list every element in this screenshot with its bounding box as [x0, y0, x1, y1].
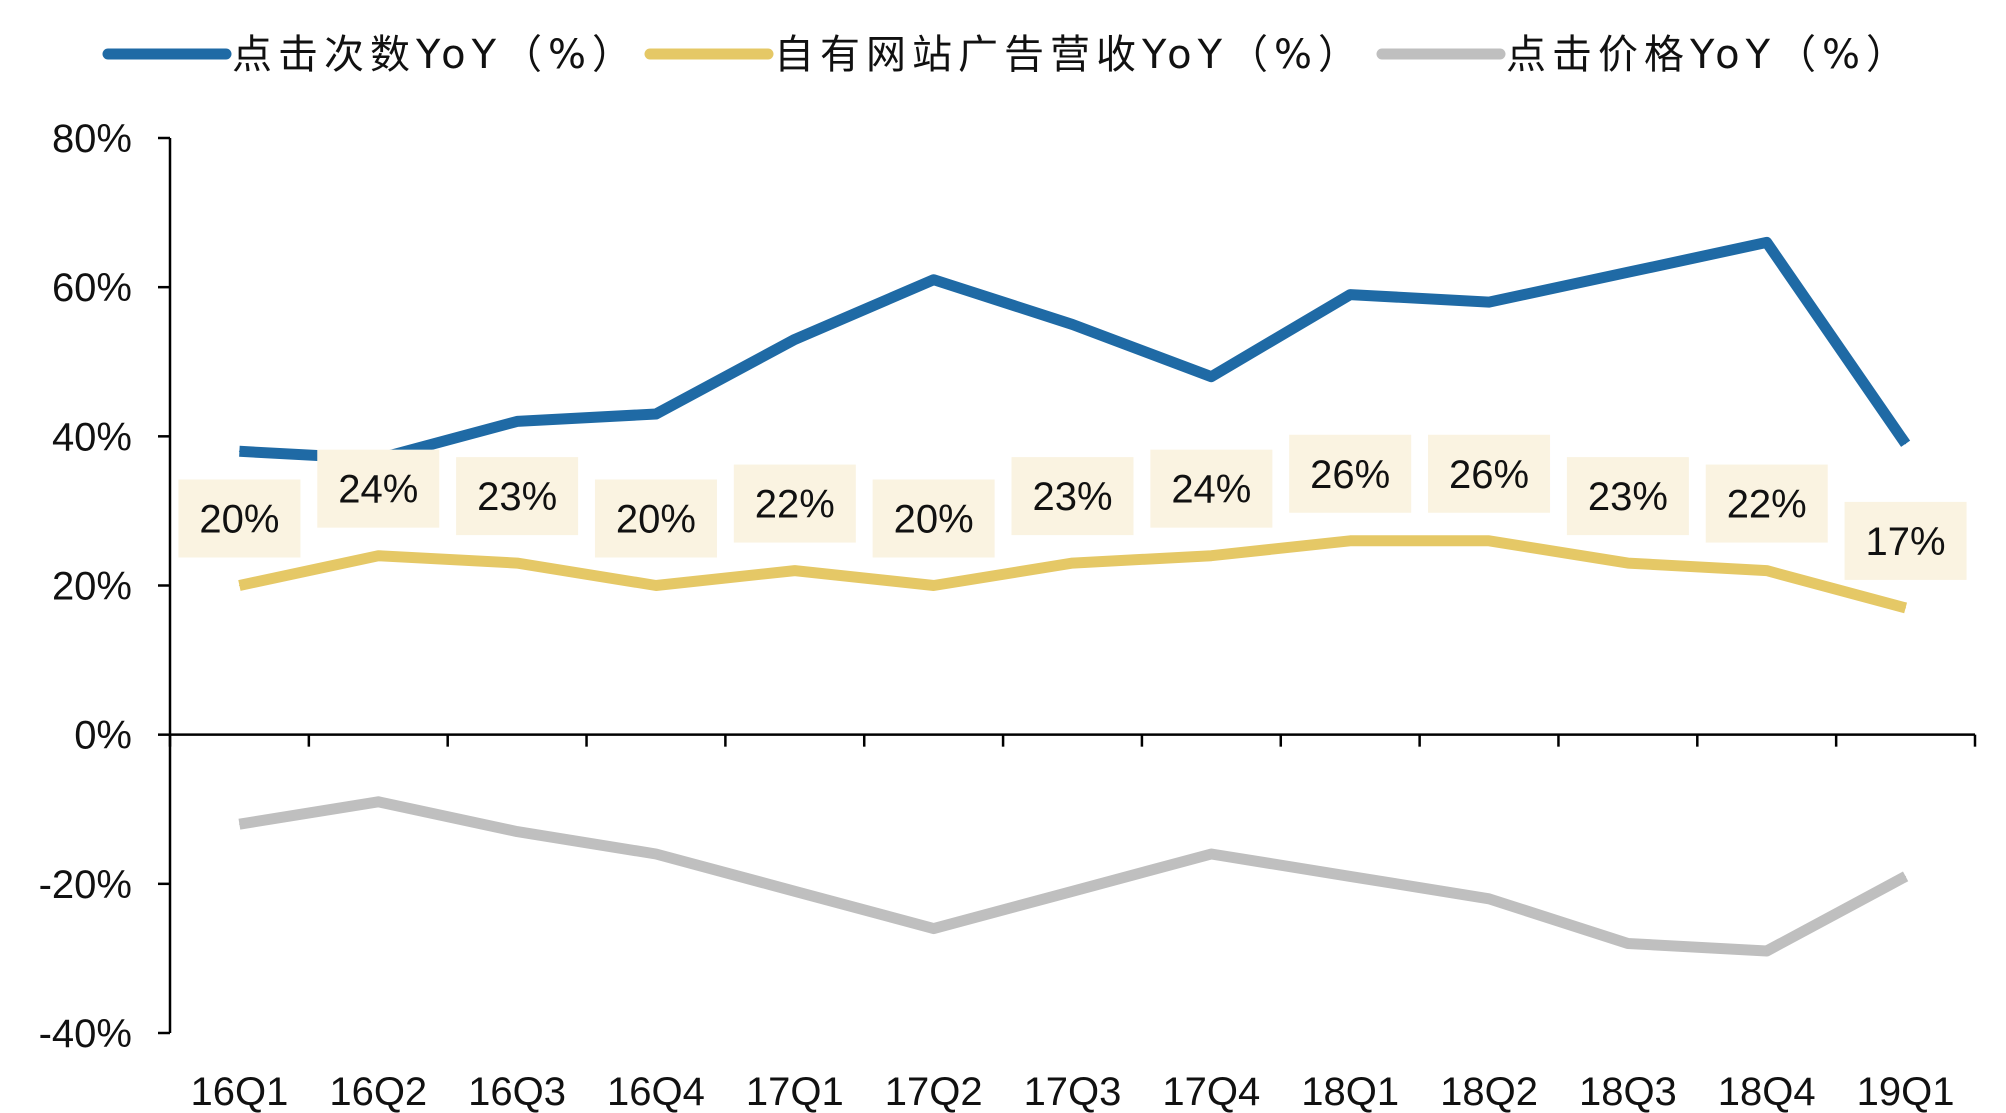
data-label: 23%	[1588, 475, 1668, 519]
data-label: 26%	[1449, 453, 1529, 497]
data-point-series-2	[933, 585, 935, 586]
data-label-box	[1289, 434, 1412, 513]
data-labels-layer: 20% 24% 23% 20% 22% 20% 23% 24% 26% 26% 23% 22% 17%	[178, 434, 1967, 580]
data-point-series-3	[655, 853, 657, 855]
data-point-series-3	[238, 823, 240, 825]
data-label-box	[733, 464, 856, 543]
data-point-series-2	[377, 555, 379, 557]
data-label: 17%	[1866, 520, 1946, 564]
data-label-box	[594, 479, 717, 558]
data-point-series-2	[1766, 570, 1768, 572]
x-tick-label: 16Q3	[468, 1070, 566, 1113]
data-point-series-3	[1072, 890, 1073, 892]
data-point-series-1	[238, 450, 240, 452]
series-line-1	[239, 236, 1911, 465]
legend-label-1: 点击次数YoY（%）	[232, 32, 638, 78]
data-label: 23%	[1032, 475, 1112, 519]
data-point-series-1	[794, 338, 796, 340]
data-label-box	[1566, 457, 1689, 536]
data-point-series-2	[516, 562, 518, 564]
data-point-series-1	[1349, 294, 1351, 296]
x-tick-label: 16Q1	[190, 1070, 288, 1113]
data-point-series-2	[1905, 607, 1907, 609]
axes: 80% 60% 40% 20% 0% -20% -40% 16Q1 16Q2 16Q3 16Q4 17…	[39, 117, 1977, 1113]
x-tick-label: 18Q1	[1301, 1070, 1399, 1113]
data-label: 20%	[616, 498, 696, 542]
y-tick-label: 20%	[52, 565, 132, 609]
data-label-box	[317, 449, 440, 528]
x-tick-label: 17Q2	[885, 1070, 983, 1113]
series-line-2	[238, 535, 1908, 614]
data-label: 24%	[1171, 468, 1251, 512]
y-tick-label: 0%	[74, 714, 132, 758]
data-point-series-1	[516, 420, 518, 422]
legend-label-2: 自有网站广告营收YoY（%）	[774, 32, 1364, 78]
data-point-series-2	[238, 585, 240, 586]
data-point-series-3	[1905, 875, 1907, 877]
data-label-box	[1844, 501, 1967, 580]
data-label-box	[1428, 434, 1551, 513]
data-point-series-2	[1488, 540, 1490, 542]
data-label-box	[1150, 449, 1273, 528]
series-line-3	[238, 796, 1909, 957]
x-tick-label: 18Q3	[1579, 1070, 1677, 1113]
data-point-series-3	[516, 831, 518, 833]
data-point-series-3	[1766, 950, 1768, 952]
data-label: 26%	[1310, 453, 1390, 497]
data-point-series-2	[1210, 555, 1212, 557]
data-label: 20%	[199, 498, 279, 542]
data-point-series-1	[655, 413, 657, 415]
y-tick-label: 40%	[52, 415, 132, 459]
data-point-series-2	[1627, 562, 1629, 564]
data-point-series-3	[794, 890, 796, 892]
legend-label-3: 点击价格YoY（%）	[1506, 32, 1912, 78]
y-tick-label: 80%	[52, 117, 132, 161]
data-point-series-3	[377, 801, 379, 803]
y-tick-label: -20%	[39, 863, 132, 907]
data-point-series-3	[1349, 875, 1351, 877]
data-label: 23%	[477, 475, 557, 519]
data-label-box	[872, 479, 995, 558]
x-tick-label: 18Q2	[1440, 1070, 1538, 1113]
series-layer	[238, 236, 1911, 957]
data-point-series-3	[933, 928, 935, 930]
data-point-series-2	[1349, 540, 1351, 542]
data-point-series-2	[655, 585, 657, 586]
data-point-series-3	[1210, 853, 1212, 855]
x-tick-label: 18Q4	[1718, 1070, 1816, 1113]
y-tick-label: -40%	[39, 1012, 132, 1056]
data-point-series-1	[1072, 323, 1073, 325]
legend: 点击次数YoY（%） 自有网站广告营收YoY（%） 点击价格YoY（%）	[102, 32, 1912, 78]
data-point-series-1	[933, 279, 935, 281]
data-point-series-2	[794, 570, 796, 572]
data-label-box	[1011, 457, 1134, 536]
x-tick-label: 17Q3	[1024, 1070, 1122, 1113]
data-point-series-3	[1488, 898, 1490, 900]
x-tick-label: 16Q2	[329, 1070, 427, 1113]
data-label-box	[178, 479, 301, 558]
data-label-box	[456, 457, 579, 536]
data-point-series-1	[1627, 271, 1629, 273]
x-tick-label: 19Q1	[1857, 1070, 1955, 1113]
x-tick-label: 17Q4	[1162, 1070, 1260, 1113]
data-label: 24%	[338, 468, 418, 512]
data-label: 20%	[894, 498, 974, 542]
data-point-series-3	[1627, 943, 1629, 944]
data-point-series-1	[1210, 376, 1212, 378]
data-label: 22%	[1727, 483, 1807, 527]
data-label: 22%	[755, 483, 835, 527]
x-tick-label: 17Q1	[746, 1070, 844, 1113]
data-point-series-1	[1766, 241, 1768, 243]
x-tick-label: 16Q4	[607, 1070, 705, 1113]
data-point-series-2	[1072, 562, 1073, 564]
data-label-box	[1705, 464, 1828, 543]
y-tick-label: 60%	[52, 266, 132, 310]
data-point-series-1	[1905, 443, 1907, 445]
data-point-series-1	[1488, 301, 1490, 303]
